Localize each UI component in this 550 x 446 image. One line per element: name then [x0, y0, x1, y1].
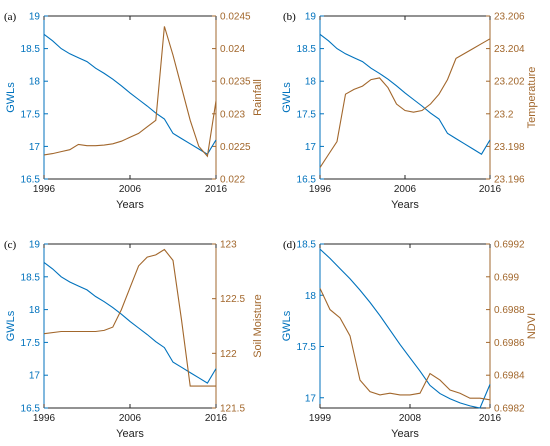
- y-left-tick-label: 16.5: [21, 404, 41, 415]
- y-right-tick-label: 0.6984: [494, 371, 525, 382]
- y-left-tick-label: 19: [29, 240, 41, 251]
- y-left-tick-label: 18.5: [297, 44, 317, 55]
- y-axis-left-label: GWLs: [281, 310, 293, 341]
- y-right-tick-label: 0.024: [220, 44, 245, 55]
- y-left-tick-label: 18.5: [21, 44, 41, 55]
- y-right-tick-label: 0.6986: [494, 338, 525, 349]
- x-axis-label: Years: [391, 428, 419, 440]
- y-left-tick-label: 16.5: [21, 175, 41, 186]
- y-axis-left-label: GWLs: [5, 82, 17, 113]
- series-line-gwls: [43, 33, 217, 155]
- y-left-tick-label: 17.5: [21, 338, 41, 349]
- y-right-tick-label: 23.202: [494, 77, 525, 88]
- series-line-gwls: [319, 33, 491, 155]
- y-left-tick-label: 17.5: [297, 342, 317, 353]
- x-tick-label: 2006: [119, 413, 142, 424]
- y-axis-right-label: Rainfall: [252, 79, 264, 116]
- y-axis-left-label: GWLs: [281, 82, 293, 113]
- y-right-tick-label: 121.5: [220, 404, 245, 415]
- y-right-tick-label: 23.2: [494, 109, 514, 120]
- y-right-tick-label: 0.0225: [220, 142, 251, 153]
- y-left-tick-label: 18.5: [297, 240, 317, 251]
- y-left-tick-label: 18.5: [21, 272, 41, 283]
- x-axis-label: Years: [116, 428, 144, 440]
- panel-label: (a): [4, 11, 17, 23]
- y-left-tick-label: 19: [29, 12, 41, 23]
- x-axis-label: Years: [116, 199, 144, 211]
- y-right-tick-label: 0.023: [220, 109, 245, 120]
- x-tick-label: 2016: [479, 184, 502, 195]
- panel-label: (b): [283, 11, 296, 23]
- x-tick-label: 1996: [33, 184, 56, 195]
- x-tick-label: 2006: [119, 184, 142, 195]
- y-right-tick-label: 23.206: [494, 12, 525, 23]
- y-right-tick-label: 122: [220, 349, 237, 360]
- y-left-tick-label: 18: [29, 77, 41, 88]
- y-axis-right-label: NDVI: [526, 313, 538, 339]
- panel-label: (c): [4, 239, 17, 251]
- x-tick-label: 2016: [205, 184, 228, 195]
- x-tick-label: 2006: [394, 184, 417, 195]
- y-axis-right-label: Soil Moisture: [252, 294, 264, 358]
- chart-panel-2: 1996 2006 2016 16.5 17 17.5 18 18.5 19 23.196 23.1…: [281, 11, 538, 211]
- chart-panel-3: 1996 2006 2016 16.5 17 17.5 18 18.5 19 121.5 122 12…: [4, 239, 264, 440]
- x-tick-label: 2016: [205, 413, 228, 424]
- y-axis-left-label: GWLs: [5, 310, 17, 341]
- y-right-tick-label: 23.198: [494, 142, 525, 153]
- y-left-tick-label: 19: [305, 12, 317, 23]
- y-right-tick-label: 0.0235: [220, 77, 251, 88]
- y-right-tick-label: 23.196: [494, 175, 525, 186]
- y-right-tick-label: 0.022: [220, 175, 245, 186]
- y-right-tick-label: 122.5: [220, 294, 245, 305]
- y-left-tick-label: 18: [305, 291, 317, 302]
- y-left-tick-label: 17: [305, 393, 317, 404]
- y-axis-right-label: Temperature: [526, 67, 538, 129]
- y-right-tick-label: 123: [220, 240, 237, 251]
- chart-panel-4: 1999 2008 2016 17 17.5 18 18.5 0.6982 0.6984 0.69…: [281, 239, 538, 440]
- y-right-tick-label: 0.6992: [494, 240, 525, 251]
- y-left-tick-label: 17: [29, 142, 41, 153]
- panel-label: (d): [283, 239, 296, 251]
- y-left-tick-label: 18: [305, 77, 317, 88]
- y-right-tick-label: 23.204: [494, 44, 525, 55]
- x-tick-label: 1999: [309, 413, 332, 424]
- y-right-tick-label: 0.0245: [220, 12, 251, 23]
- series-line-gwls: [319, 248, 491, 409]
- y-left-tick-label: 16.5: [297, 175, 317, 186]
- series-line-rainfall: [43, 26, 217, 158]
- series-line-ndvi: [319, 288, 491, 401]
- y-right-tick-label: 0.6982: [494, 404, 525, 415]
- y-right-tick-label: 0.699: [494, 272, 519, 283]
- series-line-soil-moisture: [43, 248, 216, 387]
- x-tick-label: 1996: [33, 413, 56, 424]
- x-tick-label: 2016: [479, 413, 502, 424]
- y-left-tick-label: 17: [29, 371, 41, 382]
- y-left-tick-label: 17.5: [297, 109, 317, 120]
- chart-panel-1: 1996 2006 2016 16.5 17 17.5 18 18.5 19 0.022 0.022…: [4, 11, 264, 211]
- y-right-tick-label: 0.6988: [494, 305, 525, 316]
- x-axis-label: Years: [391, 199, 419, 211]
- series-line-gwls: [43, 261, 217, 384]
- x-tick-label: 1996: [309, 184, 332, 195]
- series-line-temperature: [319, 38, 491, 168]
- y-left-tick-label: 18: [29, 305, 41, 316]
- y-left-tick-label: 17: [305, 142, 317, 153]
- x-tick-label: 2008: [399, 413, 422, 424]
- y-left-tick-label: 17.5: [21, 109, 41, 120]
